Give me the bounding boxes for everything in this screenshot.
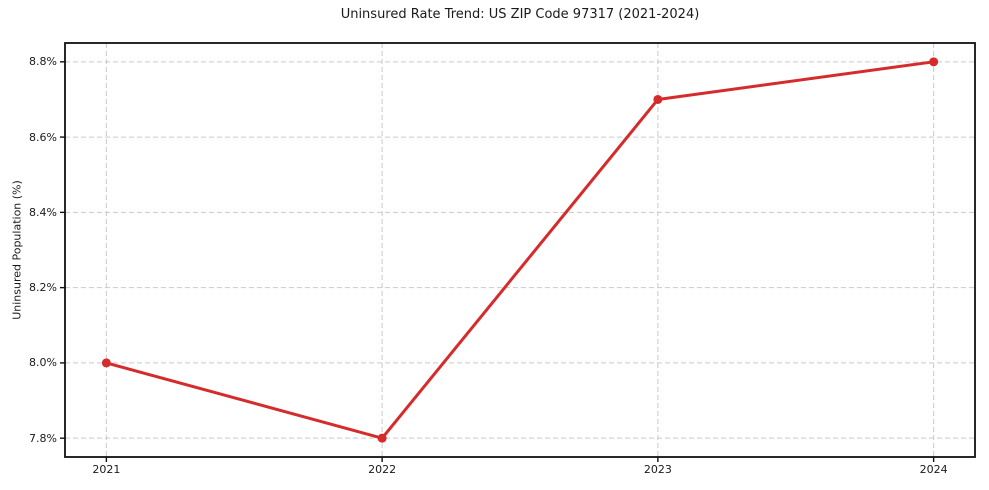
y-axis-tick-labels: 7.8% 8.0% 8.2% 8.4% 8.6% 8.8%	[0, 0, 57, 490]
y-tick-label: 8.8%	[29, 55, 57, 69]
x-tick-label: 2022	[368, 463, 397, 476]
x-tick-label: 2024	[919, 463, 948, 476]
x-axis-tick-labels: 2021 2022 2023 2024	[0, 463, 989, 483]
trend-line	[104, 60, 936, 440]
y-tick-label: 8.6%	[29, 130, 57, 144]
y-tick-label: 7.8%	[29, 431, 57, 445]
data-point-marker	[377, 433, 387, 443]
y-tick-label: 8.0%	[29, 356, 57, 370]
chart-title: Uninsured Rate Trend: US ZIP Code 97317 …	[340, 7, 700, 22]
x-tick-label: 2023	[643, 463, 672, 476]
y-tick-label: 8.4%	[29, 205, 57, 219]
plot-border	[64, 42, 976, 458]
y-tick-label: 8.2%	[29, 281, 57, 295]
data-point-marker	[929, 57, 939, 67]
data-point-marker	[101, 358, 111, 368]
x-tick-label: 2021	[92, 463, 121, 476]
data-point-marker	[653, 94, 663, 104]
